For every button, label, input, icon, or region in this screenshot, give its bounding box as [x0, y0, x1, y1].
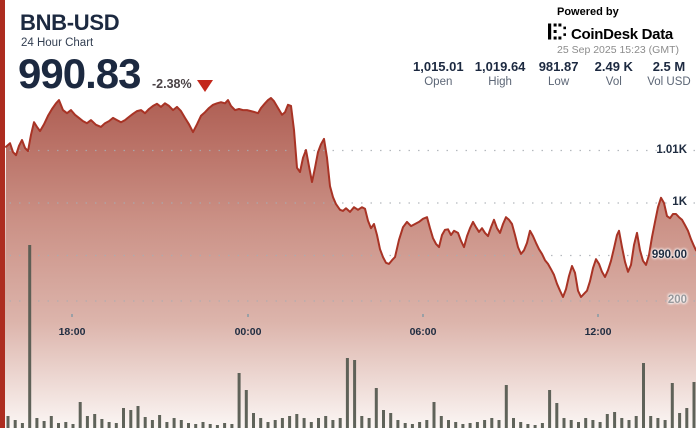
- chart-timestamp: 25 Sep 2025 15:23 (GMT): [557, 44, 679, 56]
- stat-open: 1,015.01 Open: [413, 59, 464, 88]
- stat-label: High: [488, 76, 512, 88]
- stat-label: Vol USD: [647, 76, 691, 88]
- stat-label: Vol: [605, 76, 622, 88]
- x-axis-label: 12:00: [584, 326, 612, 338]
- powered-by-label: Powered by: [557, 6, 619, 18]
- stat-low: 981.87 Low: [537, 59, 581, 88]
- chart-period-label: 24 Hour Chart: [21, 37, 94, 49]
- last-price: 990.83: [18, 50, 141, 97]
- brand-logo: CoinDesk Data: [548, 23, 673, 45]
- stat-label: Open: [424, 76, 453, 88]
- stat-value: 1,019.64: [474, 59, 526, 74]
- stat-vol: 2.49 K Vol: [592, 59, 636, 88]
- stat-label: Low: [548, 76, 570, 88]
- y-axis-label: 1.01K: [656, 143, 687, 156]
- x-axis-label: 06:00: [409, 326, 437, 338]
- price-change-percent: -2.38%: [152, 77, 192, 91]
- stat-value: 2.49 K: [594, 59, 633, 74]
- x-axis-label: 18:00: [58, 326, 86, 338]
- stat-value: 2.5 M: [652, 59, 686, 74]
- instrument-symbol: BNB-USD: [20, 10, 120, 35]
- stat-value: 1,015.01: [413, 59, 464, 74]
- stat-high: 1,019.64 High: [475, 59, 526, 88]
- coindesk-grid-icon: [548, 23, 567, 45]
- stat-vol-usd: 2.5 M Vol USD: [647, 59, 691, 88]
- triangle-down-icon: [197, 80, 213, 92]
- volume-axis-label: 200: [667, 294, 687, 306]
- x-axis-label: 00:00: [234, 326, 262, 338]
- ohlc-stats-row: 1,015.01 Open 1,019.64 High 981.87 Low 2.49 K V…: [413, 59, 691, 88]
- y-axis-label: 1K: [672, 196, 687, 208]
- y-axis-label: 990.00: [651, 248, 687, 261]
- stat-value: 981.87: [538, 59, 579, 74]
- brand-name: CoinDesk Data: [571, 25, 673, 43]
